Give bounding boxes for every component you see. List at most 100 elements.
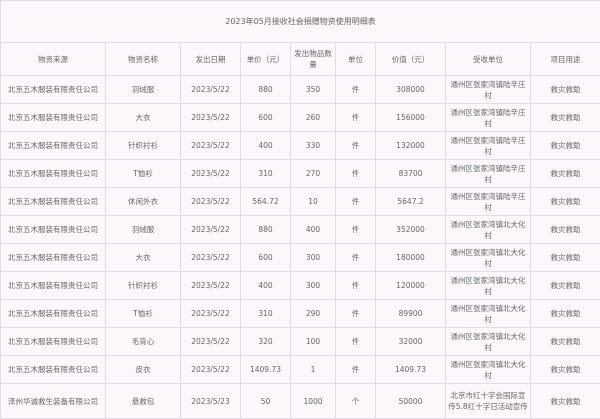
table-cell: 救灾救助 bbox=[531, 216, 600, 244]
table-cell: T恤衫 bbox=[106, 160, 181, 188]
table-cell: 2023/5/22 bbox=[181, 76, 241, 104]
table-cell: 件 bbox=[336, 272, 376, 300]
table-cell: 北京五木服装有限责任公司 bbox=[1, 328, 106, 356]
table-cell: 通州区张家湾镇北大化村 bbox=[446, 216, 531, 244]
table-cell: 10 bbox=[291, 188, 336, 216]
table-cell: 件 bbox=[336, 300, 376, 328]
table-cell: 290 bbox=[291, 300, 336, 328]
table-cell: 通州区张家湾镇陆辛庄村 bbox=[446, 188, 531, 216]
table-cell: 2023/5/22 bbox=[181, 132, 241, 160]
table-cell: 2023/5/22 bbox=[181, 328, 241, 356]
table-cell: 通州区张家湾镇北大化村 bbox=[446, 272, 531, 300]
column-header: 发出日期 bbox=[181, 43, 241, 76]
column-header: 价值（元） bbox=[376, 43, 446, 76]
table-cell: 310 bbox=[241, 160, 291, 188]
table-cell: 89900 bbox=[376, 300, 446, 328]
column-header: 单价（元） bbox=[241, 43, 291, 76]
table-cell: 260 bbox=[291, 104, 336, 132]
table-cell: 件 bbox=[336, 328, 376, 356]
table-cell: 针织衬衫 bbox=[106, 272, 181, 300]
table-cell: 通州区张家湾镇北大化村 bbox=[446, 328, 531, 356]
table-cell: 2023/5/22 bbox=[181, 356, 241, 384]
table-cell: 皮衣 bbox=[106, 356, 181, 384]
column-header: 项目用途 bbox=[531, 43, 600, 76]
table-cell: 北京五木服装有限责任公司 bbox=[1, 272, 106, 300]
table-cell: 310 bbox=[241, 300, 291, 328]
table-cell: 件 bbox=[336, 76, 376, 104]
table-cell: 880 bbox=[241, 76, 291, 104]
table-cell: 83700 bbox=[376, 160, 446, 188]
table-cell: 毛背心 bbox=[106, 328, 181, 356]
table-cell: 5647.2 bbox=[376, 188, 446, 216]
table-cell: 300 bbox=[291, 272, 336, 300]
column-header: 受收单位 bbox=[446, 43, 531, 76]
table-cell: 132000 bbox=[376, 132, 446, 160]
table-cell: 救灾救助 bbox=[531, 244, 600, 272]
table-cell: 308000 bbox=[376, 76, 446, 104]
table-cell: 救灾救助 bbox=[531, 132, 600, 160]
table-cell: 2023/5/22 bbox=[181, 216, 241, 244]
table-cell: 北京五木服装有限责任公司 bbox=[1, 188, 106, 216]
table-cell: 352000 bbox=[376, 216, 446, 244]
title-row: 2023年05月接收社会捐赠物资使用明细表 bbox=[1, 1, 600, 43]
table-cell: 400 bbox=[241, 272, 291, 300]
table-cell: 50 bbox=[241, 384, 291, 419]
table-cell: 300 bbox=[291, 244, 336, 272]
table-cell: 564.72 bbox=[241, 188, 291, 216]
table-cell: 600 bbox=[241, 244, 291, 272]
table-cell: 600 bbox=[241, 104, 291, 132]
table-cell: 156000 bbox=[376, 104, 446, 132]
table-cell: 北京五木服装有限责任公司 bbox=[1, 132, 106, 160]
table-cell: 救灾救助 bbox=[531, 300, 600, 328]
column-header: 发出物品数量 bbox=[291, 43, 336, 76]
table-cell: 针织衬衫 bbox=[106, 132, 181, 160]
table-cell: 2023/5/22 bbox=[181, 244, 241, 272]
table-cell: 2023/5/22 bbox=[181, 300, 241, 328]
table-cell: 270 bbox=[291, 160, 336, 188]
table-title: 2023年05月接收社会捐赠物资使用明细表 bbox=[1, 1, 600, 43]
table-cell: 救灾救助 bbox=[531, 188, 600, 216]
table-cell: 北京五木服装有限责任公司 bbox=[1, 76, 106, 104]
table-cell: 件 bbox=[336, 188, 376, 216]
header-row: 物资来源物资名称发出日期单价（元）发出物品数量单位价值（元）受收单位项目用途 bbox=[1, 43, 600, 76]
table-cell: 通州区张家湾镇陆辛庄村 bbox=[446, 104, 531, 132]
table-cell: 休闲外衣 bbox=[106, 188, 181, 216]
column-header: 物资名称 bbox=[106, 43, 181, 76]
table-cell: 羽绒服 bbox=[106, 76, 181, 104]
table-cell: 320 bbox=[241, 328, 291, 356]
table-cell: 330 bbox=[291, 132, 336, 160]
table-cell: 北京市红十字会国际宣传5.8红十字日活动宣传 bbox=[446, 384, 531, 419]
table-cell: 2023/5/23 bbox=[181, 384, 241, 419]
table-cell: 通州区张家湾镇北大化村 bbox=[446, 244, 531, 272]
table-cell: 泽州华诚救生装备有限公司 bbox=[1, 384, 106, 419]
table-cell: 北京五木服装有限责任公司 bbox=[1, 356, 106, 384]
table-cell: T恤衫 bbox=[106, 300, 181, 328]
table-cell: 件 bbox=[336, 160, 376, 188]
table-cell: 2023/5/22 bbox=[181, 160, 241, 188]
table-cell: 大衣 bbox=[106, 104, 181, 132]
table-cell: 350 bbox=[291, 76, 336, 104]
table-cell: 救灾救助 bbox=[531, 160, 600, 188]
column-header: 单位 bbox=[336, 43, 376, 76]
table-cell: 件 bbox=[336, 216, 376, 244]
table-cell: 120000 bbox=[376, 272, 446, 300]
table-cell: 2023/5/22 bbox=[181, 104, 241, 132]
table-cell: 个 bbox=[336, 384, 376, 419]
table-cell: 100 bbox=[291, 328, 336, 356]
table-cell: 件 bbox=[336, 356, 376, 384]
table-cell: 件 bbox=[336, 244, 376, 272]
table-cell: 1409.73 bbox=[376, 356, 446, 384]
table-cell: 北京五木服装有限责任公司 bbox=[1, 216, 106, 244]
table-cell: 1409.73 bbox=[241, 356, 291, 384]
